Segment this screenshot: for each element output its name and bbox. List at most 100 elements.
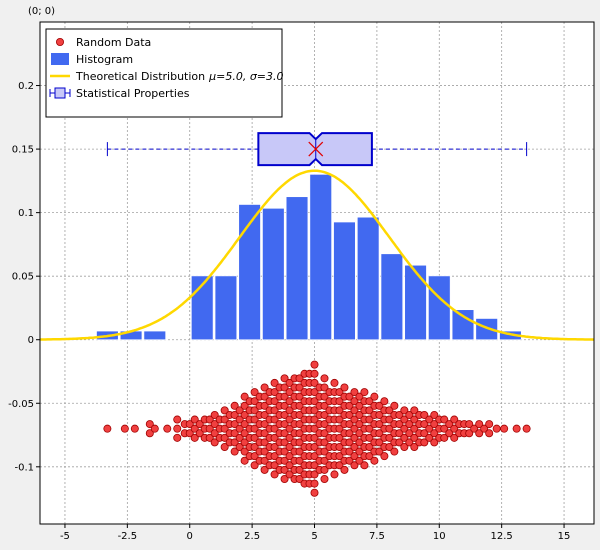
data-point (270, 378, 279, 387)
data-point (235, 415, 244, 424)
histogram-bar (333, 221, 356, 341)
data-point (270, 424, 279, 433)
data-point (280, 392, 289, 401)
data-point (440, 415, 449, 424)
y-tick-label: 0.2 (18, 81, 34, 92)
data-point (230, 420, 239, 429)
data-point (385, 406, 394, 415)
histogram-bar (380, 253, 404, 341)
data-point (310, 369, 319, 378)
data-point (360, 461, 369, 470)
data-point (230, 401, 239, 410)
data-point (295, 447, 304, 456)
data-point (310, 388, 319, 397)
data-point (295, 420, 304, 429)
data-point (173, 424, 182, 433)
data-point (285, 433, 294, 442)
data-point (250, 415, 259, 424)
legend-symbol-bar (51, 53, 69, 65)
data-point (250, 406, 259, 415)
data-point (340, 465, 349, 474)
data-point (270, 470, 279, 479)
data-point (205, 424, 214, 433)
data-point (195, 420, 204, 429)
data-point (475, 420, 484, 429)
data-point (395, 410, 404, 419)
legend[interactable]: Random Data Histogram Theoretical Distribu… (45, 28, 284, 118)
y-tick-label: 0.1 (18, 208, 34, 219)
data-point (240, 410, 249, 419)
data-point (350, 452, 359, 461)
data-point (285, 461, 294, 470)
boxplot-mean-marker (308, 141, 324, 157)
data-point (430, 438, 439, 447)
histogram-bar (475, 318, 498, 341)
data-point (190, 424, 199, 433)
data-point (335, 424, 344, 433)
data-point (345, 456, 354, 465)
data-point (410, 415, 419, 424)
data-point (405, 410, 414, 419)
data-point (270, 433, 279, 442)
data-point (420, 438, 429, 447)
data-point (355, 420, 364, 429)
y-tick-label: 0.15 (12, 145, 34, 156)
data-point (220, 424, 229, 433)
data-point (310, 397, 319, 406)
data-point (350, 442, 359, 451)
data-point (425, 433, 434, 442)
x-tick-label: 0 (187, 531, 193, 542)
data-point (335, 388, 344, 397)
data-point (240, 401, 249, 410)
x-tick-label: -2.5 (118, 531, 138, 542)
data-point (512, 424, 521, 433)
data-point (370, 392, 379, 401)
data-point (350, 406, 359, 415)
data-point (185, 429, 194, 438)
data-point (260, 410, 269, 419)
histogram-bar (262, 208, 285, 341)
data-point (375, 401, 384, 410)
legend-label: Theoretical Distribution μ=5.0, σ=3.0 (75, 70, 284, 83)
data-point (250, 461, 259, 470)
data-point (235, 406, 244, 415)
data-point (310, 433, 319, 442)
data-point (440, 424, 449, 433)
data-point (270, 388, 279, 397)
data-point (285, 406, 294, 415)
data-point (320, 374, 329, 383)
data-point (385, 442, 394, 451)
data-point (355, 401, 364, 410)
data-point (270, 397, 279, 406)
data-point (365, 415, 374, 424)
data-point (270, 415, 279, 424)
plot-frame (39, 21, 595, 525)
data-point (425, 424, 434, 433)
data-point (210, 410, 219, 419)
data-point (210, 420, 219, 429)
data-point (320, 456, 329, 465)
data-point (330, 378, 339, 387)
data-point (405, 420, 414, 429)
data-point (335, 433, 344, 442)
data-point (295, 438, 304, 447)
histogram-bar (238, 204, 261, 341)
data-point (475, 429, 484, 438)
data-point (320, 410, 329, 419)
data-point (430, 429, 439, 438)
data-point (370, 456, 379, 465)
data-point (295, 401, 304, 410)
histogram-bar (428, 275, 451, 341)
data-point (450, 433, 459, 442)
data-point (345, 447, 354, 456)
data-point (295, 465, 304, 474)
data-point (320, 438, 329, 447)
data-point (365, 452, 374, 461)
data-point (450, 415, 459, 424)
data-point (350, 461, 359, 470)
data-point (235, 424, 244, 433)
x-tick-label: 10 (433, 531, 446, 542)
data-point (220, 433, 229, 442)
data-point (465, 429, 474, 438)
data-point (285, 388, 294, 397)
